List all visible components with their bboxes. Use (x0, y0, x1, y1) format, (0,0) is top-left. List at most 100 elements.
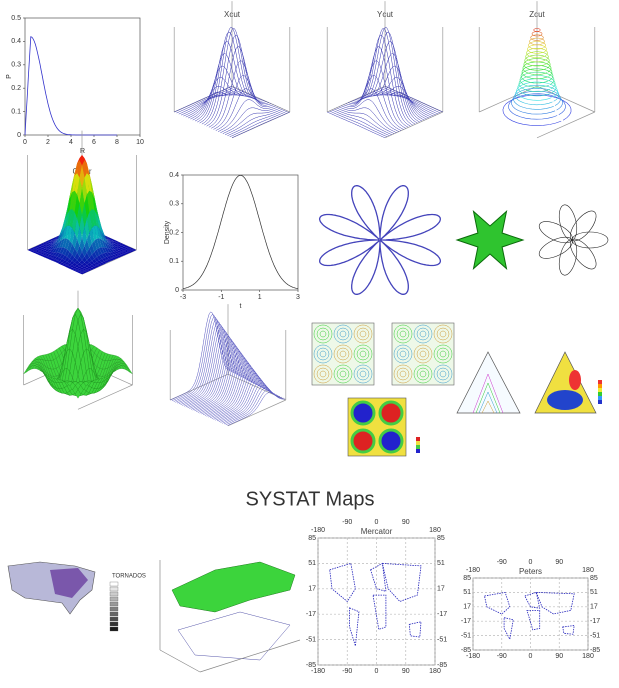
contour (319, 330, 327, 338)
lon-tick-label: -180 (311, 668, 325, 675)
legend-swatch (109, 611, 119, 617)
surface-patch (82, 155, 87, 164)
surface-patch (82, 262, 87, 267)
surface-patch (77, 160, 82, 178)
contour (336, 347, 350, 361)
surface-patch (74, 264, 80, 268)
lat-tick-label: 51 (308, 560, 316, 567)
surface-patch (82, 268, 87, 271)
surface-patch (121, 248, 127, 251)
surface-patch (37, 248, 43, 251)
surface-patch (79, 215, 85, 238)
mesh-line (231, 111, 290, 139)
mesh-line (225, 108, 283, 135)
lat-tick-label: 17 (308, 586, 316, 593)
surface-patch (111, 244, 117, 247)
contour (313, 344, 333, 364)
surface-patch (44, 253, 50, 257)
surface-patch (74, 160, 80, 176)
heat-region (547, 390, 583, 410)
surface-patch (49, 248, 55, 253)
plot-frame (182, 174, 299, 291)
surface-patch (52, 252, 58, 256)
mesh-line (208, 365, 267, 418)
x-tick-label: -1 (218, 294, 224, 301)
lon-tick-label: 90 (555, 559, 563, 566)
surface-patch (74, 219, 80, 240)
mesh-line (213, 75, 272, 130)
surface-patch (35, 252, 40, 255)
surface-patch (121, 244, 127, 247)
lon-tick-label: -180 (466, 567, 480, 574)
contour (316, 347, 330, 361)
surface-patch (119, 243, 124, 246)
surface-patch (69, 254, 75, 261)
surface-patch (44, 251, 50, 254)
surface-patch (62, 260, 68, 264)
surface-patch (77, 271, 82, 274)
surface-patch (86, 248, 92, 258)
surface-patch (101, 247, 107, 253)
petal (558, 239, 578, 276)
lon-tick-label: 0 (375, 668, 379, 675)
contour (433, 364, 453, 384)
contour (339, 330, 347, 338)
lat-tick-label: -85 (590, 647, 600, 654)
lon-tick-label: -180 (466, 653, 480, 660)
surface-patch (79, 264, 85, 268)
mesh-line (185, 333, 244, 408)
mesh-line (201, 355, 260, 415)
legend-swatch (598, 388, 602, 392)
surface-patch (84, 260, 90, 265)
plot-title: Zcut (529, 10, 545, 19)
surface-patch (57, 261, 63, 265)
surface-patch (106, 259, 112, 262)
surface-patch (52, 239, 58, 241)
surface-patch (79, 155, 85, 166)
y-tick-label: 0.4 (169, 172, 179, 179)
mesh-line (357, 26, 416, 125)
surface-patch (121, 246, 127, 249)
y-tick-label: 0.3 (11, 62, 21, 69)
surface-patch (104, 236, 110, 238)
surface-patch (44, 244, 50, 247)
surface-patch (96, 238, 102, 248)
surface-patch (86, 212, 92, 233)
x-tick-label: 0 (23, 139, 27, 146)
axis-line (159, 649, 201, 673)
contour (313, 364, 333, 384)
surface-patch (57, 253, 63, 258)
lat-tick-label: -51 (590, 632, 600, 639)
surface-patch (96, 255, 102, 261)
contour (399, 330, 407, 338)
x-tick-label: 2 (46, 139, 50, 146)
contour (336, 367, 350, 381)
contour-ring (528, 41, 546, 50)
mesh-line (187, 336, 246, 409)
surface-patch (49, 245, 55, 250)
surface-patch (114, 249, 120, 252)
surface-patch (30, 250, 35, 253)
surface-patch (72, 248, 78, 258)
landmass (408, 621, 422, 638)
surface-patch (109, 248, 115, 253)
surface-patch (54, 236, 60, 238)
map-title: Mercator (361, 527, 393, 536)
contour (353, 364, 373, 384)
surface-patch (119, 247, 124, 250)
surface-patch (77, 177, 82, 204)
mesh-line (171, 314, 230, 402)
surface-patch (47, 246, 53, 250)
axis-line (77, 384, 133, 410)
surface-patch (84, 239, 90, 253)
surface-patch (111, 243, 117, 246)
mesh-line (331, 109, 390, 137)
surface-patch (77, 155, 82, 164)
contour (396, 327, 410, 341)
legend-swatch (416, 437, 420, 441)
surface-patch (79, 272, 85, 275)
contour (419, 370, 427, 378)
surface-patch (116, 246, 122, 249)
petal (538, 221, 573, 244)
contour-ring (524, 54, 550, 67)
